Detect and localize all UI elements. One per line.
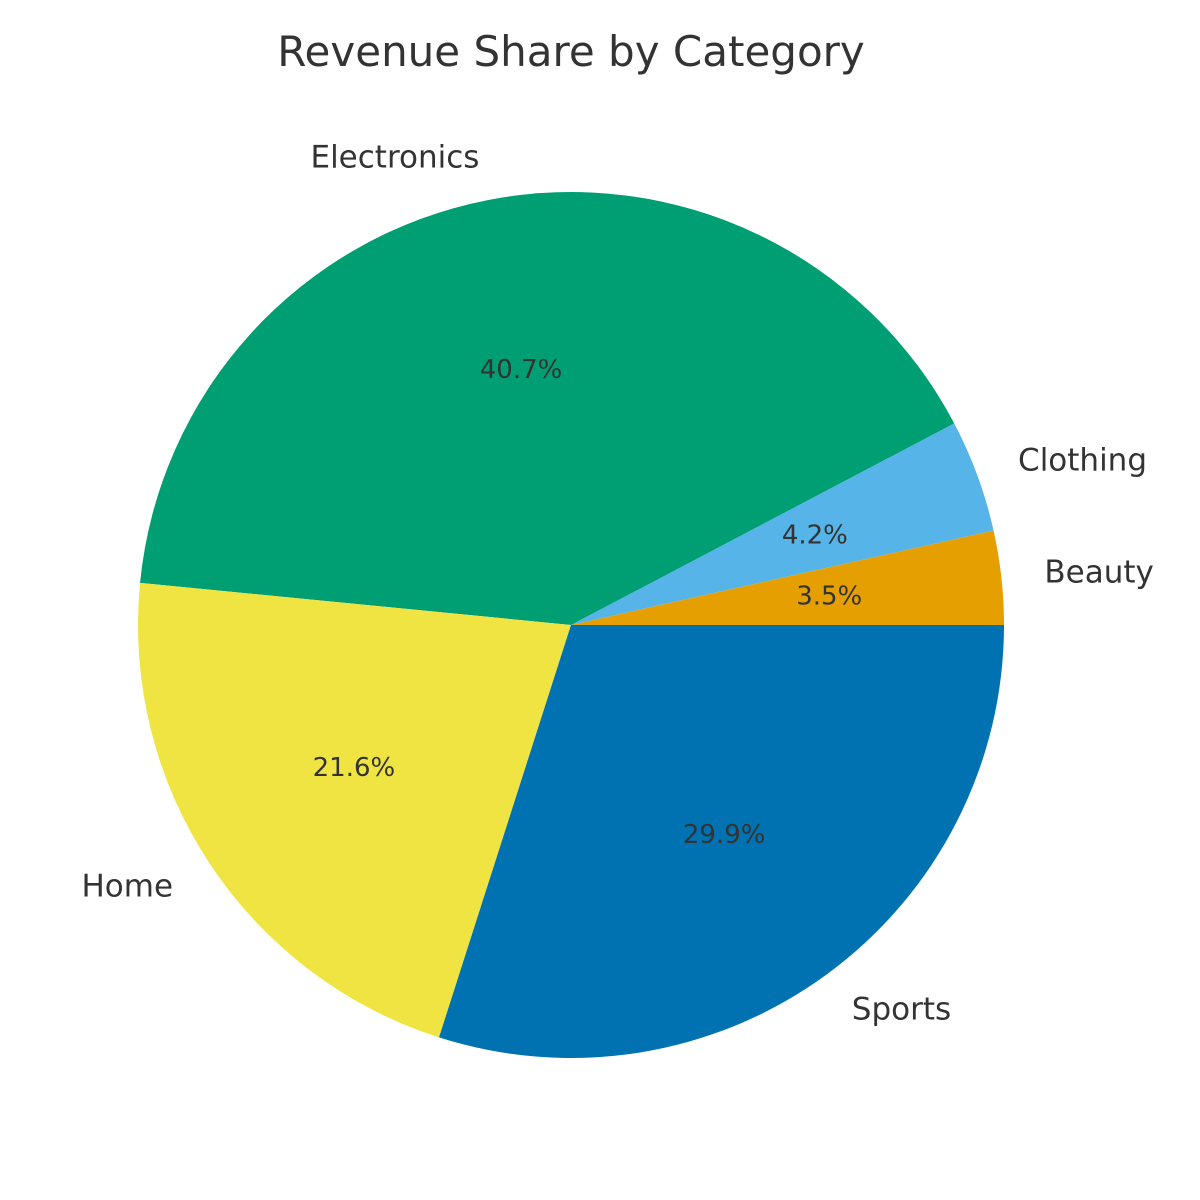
pie-slices bbox=[138, 192, 1004, 1058]
pie-slice-electronics bbox=[140, 192, 955, 625]
pie-slice-beauty bbox=[571, 530, 1004, 625]
pct-label-sports: 29.9% bbox=[683, 820, 766, 850]
pie-slice-clothing bbox=[571, 423, 994, 625]
slice-label-electronics: Electronics bbox=[310, 140, 479, 176]
pct-label-beauty: 3.5% bbox=[796, 581, 862, 611]
pct-label-electronics: 40.7% bbox=[480, 355, 563, 385]
pie-slice-home bbox=[138, 582, 571, 1038]
pie-slice-sports bbox=[439, 625, 1004, 1058]
slice-label-sports: Sports bbox=[852, 992, 951, 1028]
pct-label-home: 21.6% bbox=[313, 753, 396, 783]
slice-label-beauty: Beauty bbox=[1044, 555, 1153, 591]
pie-labels: 3.5% Beauty 4.2% Clothing 40.7% Electronics 21… bbox=[82, 140, 1154, 1028]
slice-label-home: Home bbox=[82, 869, 174, 905]
slice-label-clothing: Clothing bbox=[1018, 443, 1147, 479]
chart-title: Revenue Share by Category bbox=[277, 27, 865, 76]
pct-label-clothing: 4.2% bbox=[782, 520, 848, 550]
